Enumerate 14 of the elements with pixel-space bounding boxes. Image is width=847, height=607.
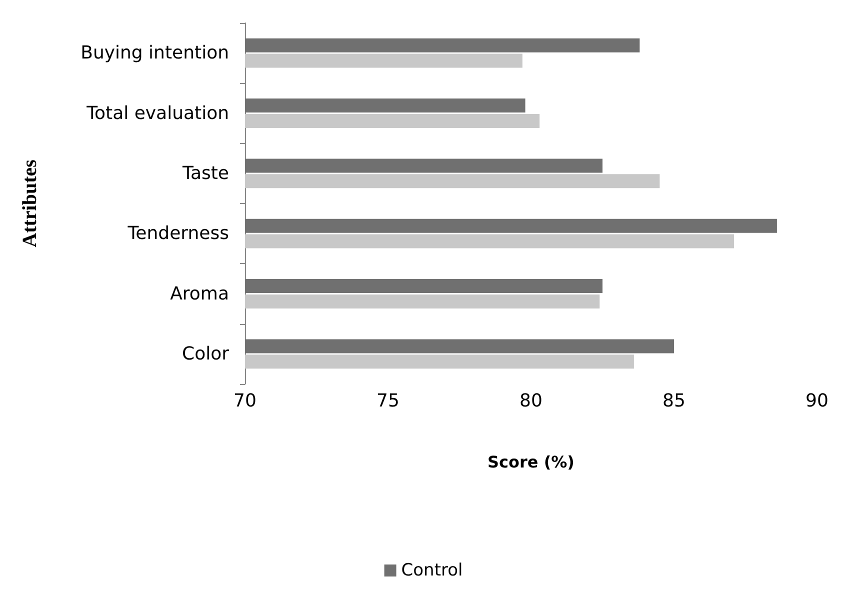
y-tick-label: Buying intention <box>80 42 229 64</box>
y-tick-label: Aroma <box>170 283 229 304</box>
y-tick-label: Color <box>182 343 230 364</box>
y-tick-label: Taste <box>181 162 229 184</box>
x-tick-label: 75 <box>376 390 400 412</box>
y-axis-title: Attributes <box>19 159 41 248</box>
y-tick-label: Tenderness <box>126 223 229 244</box>
x-tick-label: 80 <box>520 390 542 412</box>
x-axis-title: Score (%) <box>488 452 574 472</box>
x-tick-label: 85 <box>662 390 686 412</box>
y-tick-label: Total evaluation <box>86 102 229 124</box>
x-tick-label: 90 <box>806 390 828 412</box>
legend-label: Control <box>401 560 463 580</box>
x-tick-label: 70 <box>234 390 256 412</box>
